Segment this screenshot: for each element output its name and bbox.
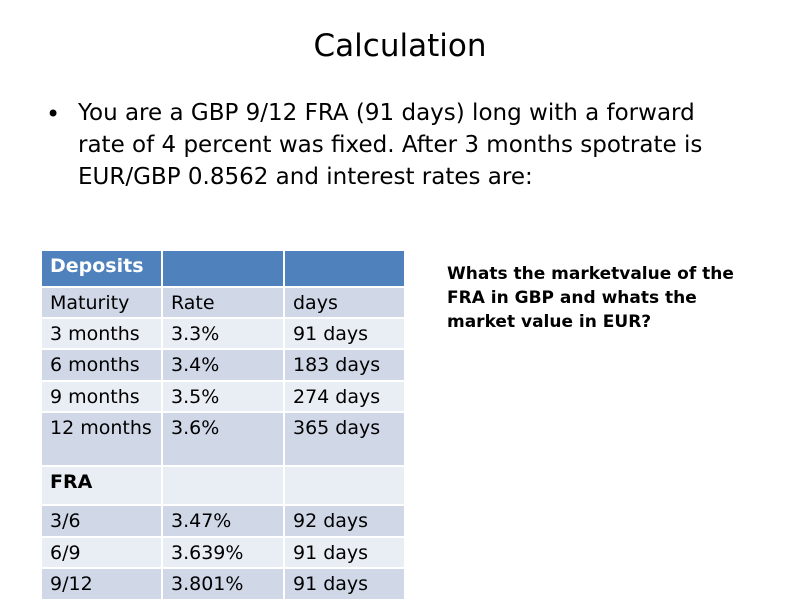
table-cell: Maturity [42,288,163,319]
bullet-text: You are a GBP 9/12 FRA (91 days) long wi… [78,100,703,190]
table-cell [285,467,406,506]
table-cell: 3/6 [42,506,163,538]
table-cell: 9/12 [42,569,163,600]
bullet-marker: • [46,100,61,128]
table-cell: 3.6% [163,413,285,467]
table-cell: 3 months [42,319,163,350]
table-cell: 3.639% [163,538,285,569]
table-cell [163,467,285,506]
table-cell: 3.4% [163,350,285,382]
table-cell: 274 days [285,382,406,413]
table-cell: Rate [163,288,285,319]
table-cell: days [285,288,406,319]
table-cell: Deposits [42,251,163,288]
table-cell: 3.3% [163,319,285,350]
table-cell [285,251,406,288]
table-cell: FRA [42,467,163,506]
slide-title: Calculation [313,28,487,64]
table-cell: 6/9 [42,538,163,569]
table-cell: 91 days [285,319,406,350]
question-text: Whats the marketvalue of the FRA in GBP … [447,264,734,332]
table-cell: 91 days [285,569,406,600]
table-cell: 91 days [285,538,406,569]
table-cell [163,251,285,288]
table-cell: 6 months [42,350,163,382]
table-cell: 183 days [285,350,406,382]
table-cell: 365 days [285,413,406,467]
table-cell: 92 days [285,506,406,538]
table-cell: 3.5% [163,382,285,413]
table-cell: 3.801% [163,569,285,600]
table-cell: 12 months [42,413,163,467]
table-cell: 9 months [42,382,163,413]
table-cell: 3.47% [163,506,285,538]
